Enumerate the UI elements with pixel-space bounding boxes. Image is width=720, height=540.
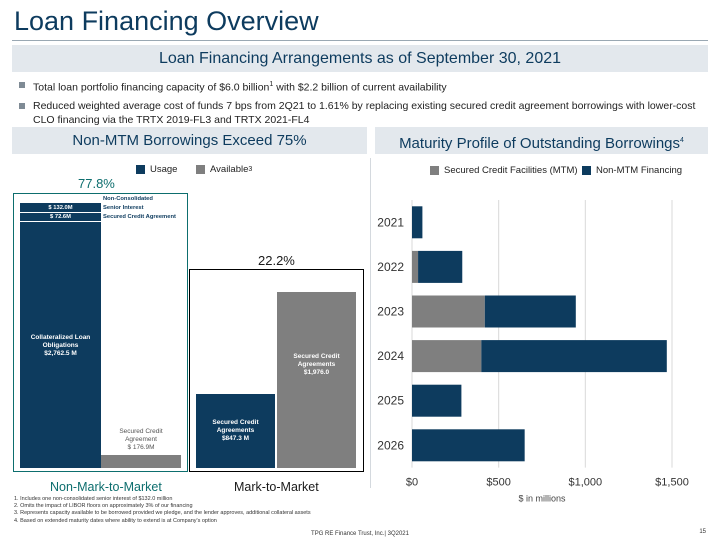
bar-mtm-usage: [196, 394, 275, 468]
left-section-header: Non-MTM Borrowings Exceed 75%: [12, 127, 367, 154]
bar-segment-clo: [20, 222, 101, 468]
data-label: $ 72.6M: [50, 214, 71, 220]
bullet-item: Total loan portfolio financing capacity …: [18, 78, 708, 95]
bar-2026-non-mtm: [412, 429, 525, 462]
footnote-ref: 4: [680, 137, 684, 144]
right-header-text: Maturity Profile of Outstanding Borrowin…: [399, 135, 681, 152]
bullet-item: Reduced weighted average cost of funds 7…: [18, 99, 708, 127]
non-mtm-box: [13, 193, 188, 472]
y-tick-label: 2026: [377, 438, 404, 452]
bullet-marker: [19, 82, 25, 88]
x-axis-label: $ in millions: [518, 494, 566, 504]
y-tick-label: 2024: [377, 349, 404, 363]
y-tick-label: 2025: [377, 394, 404, 408]
data-label: Secured Credit Agreements $1,976.0: [293, 353, 340, 376]
x-tick-label: $1,000: [569, 477, 603, 489]
legend-non-mtm: Non-MTM Financing: [582, 165, 682, 176]
data-label: Collateralized Loan Obligations $2,762.5…: [30, 334, 91, 357]
bar-2022-mtm: [412, 250, 419, 283]
bullet-marker: [19, 102, 25, 109]
legend-available: Available 3: [196, 164, 252, 175]
page-number: 15: [699, 529, 706, 535]
bar-segment-non-consolidated: [20, 203, 101, 213]
legend-swatch-available: [196, 165, 205, 174]
legend-label-non-mtm: Non-MTM Financing: [596, 165, 683, 176]
y-tick-label: 2023: [377, 305, 404, 319]
bullet-text: Total loan portfolio financing capacity …: [33, 81, 270, 94]
bar-2021-non-mtm: [412, 206, 423, 239]
bullet-list: Total loan portfolio financing capacity …: [18, 78, 708, 131]
main-section-header: Loan Financing Arrangements as of Septem…: [12, 45, 708, 72]
bar-2023-non-mtm: [484, 295, 576, 328]
bar-mtm-available: [277, 292, 356, 468]
footnote-ref: 3: [248, 166, 253, 173]
mtm-box: [189, 269, 364, 472]
x-tick-label: $500: [486, 477, 510, 489]
category-label-mtm: Mark-to-Market: [234, 480, 319, 494]
legend-swatch-non-mtm: [582, 166, 591, 175]
legend-swatch-usage: [136, 165, 145, 174]
bullet-text: Reduced weighted average cost of funds 7…: [33, 99, 696, 126]
bar-2025-non-mtm: [412, 384, 462, 417]
footnote: 4. Based on extended maturity dates wher…: [14, 517, 217, 524]
bullet-text-cont: with $2.2 billion of current availabilit…: [273, 81, 447, 94]
legend-usage: Usage: [136, 164, 177, 175]
bar-2023-mtm: [412, 295, 485, 328]
legend-label-available: Available: [210, 164, 249, 175]
maturity-chart: 2021 2022 2023 2024 2025 2026 $0 $500 $1,000 $1,5…: [377, 200, 689, 504]
y-tick-label: 2021: [377, 215, 404, 229]
data-label: $ 132.0M: [48, 205, 73, 211]
footnote: 1. Includes one non-consolidated senior …: [14, 496, 173, 502]
footnote-ref: 1: [269, 81, 274, 88]
data-label: Secured Credit Agreement $ 176.9M: [119, 428, 163, 451]
data-label: Secured Credit Agreements $847.3 M: [212, 419, 259, 442]
bar-2024-mtm: [412, 340, 482, 373]
non-mtm-percent: 77.8%: [78, 176, 115, 191]
bar-2024-non-mtm: [481, 340, 667, 373]
page-title: Loan Financing Overview: [14, 6, 319, 36]
x-tick-label: $1,500: [655, 477, 689, 489]
footnotes: 1. Includes one non-consolidated senior …: [14, 496, 311, 525]
mtm-percent: 22.2%: [258, 253, 295, 268]
bar-2022-non-mtm: [418, 250, 463, 283]
footer-text: TPG RE Finance Trust, Inc.| 3Q2021: [311, 531, 409, 537]
bar-segment-secured-credit: [20, 213, 101, 222]
annotation-non-consolidated: Non-Consolidated Senior Interest: [103, 196, 153, 211]
bar-available-secured-credit: [101, 455, 181, 468]
x-tick-label: $0: [406, 477, 418, 489]
legend-swatch-mtm: [430, 166, 439, 175]
footnote: 3. Represents capacity available to be b…: [14, 510, 311, 517]
y-tick-label: 2022: [377, 260, 404, 274]
legend-label-mtm: Secured Credit Facilities (MTM): [444, 165, 578, 176]
title-divider: [12, 40, 708, 41]
category-label-non-mtm: Non-Mark-to-Market: [50, 480, 162, 494]
section-divider: [370, 158, 371, 488]
legend-label-usage: Usage: [150, 164, 178, 175]
legend-mtm: Secured Credit Facilities (MTM): [430, 165, 578, 176]
right-section-header: Maturity Profile of Outstanding Borrowin…: [375, 127, 708, 154]
annotation-secured-credit: Secured Credit Agreement: [103, 214, 176, 220]
footnote: 2. Omits the impact of LIBOR floors on a…: [14, 503, 193, 510]
